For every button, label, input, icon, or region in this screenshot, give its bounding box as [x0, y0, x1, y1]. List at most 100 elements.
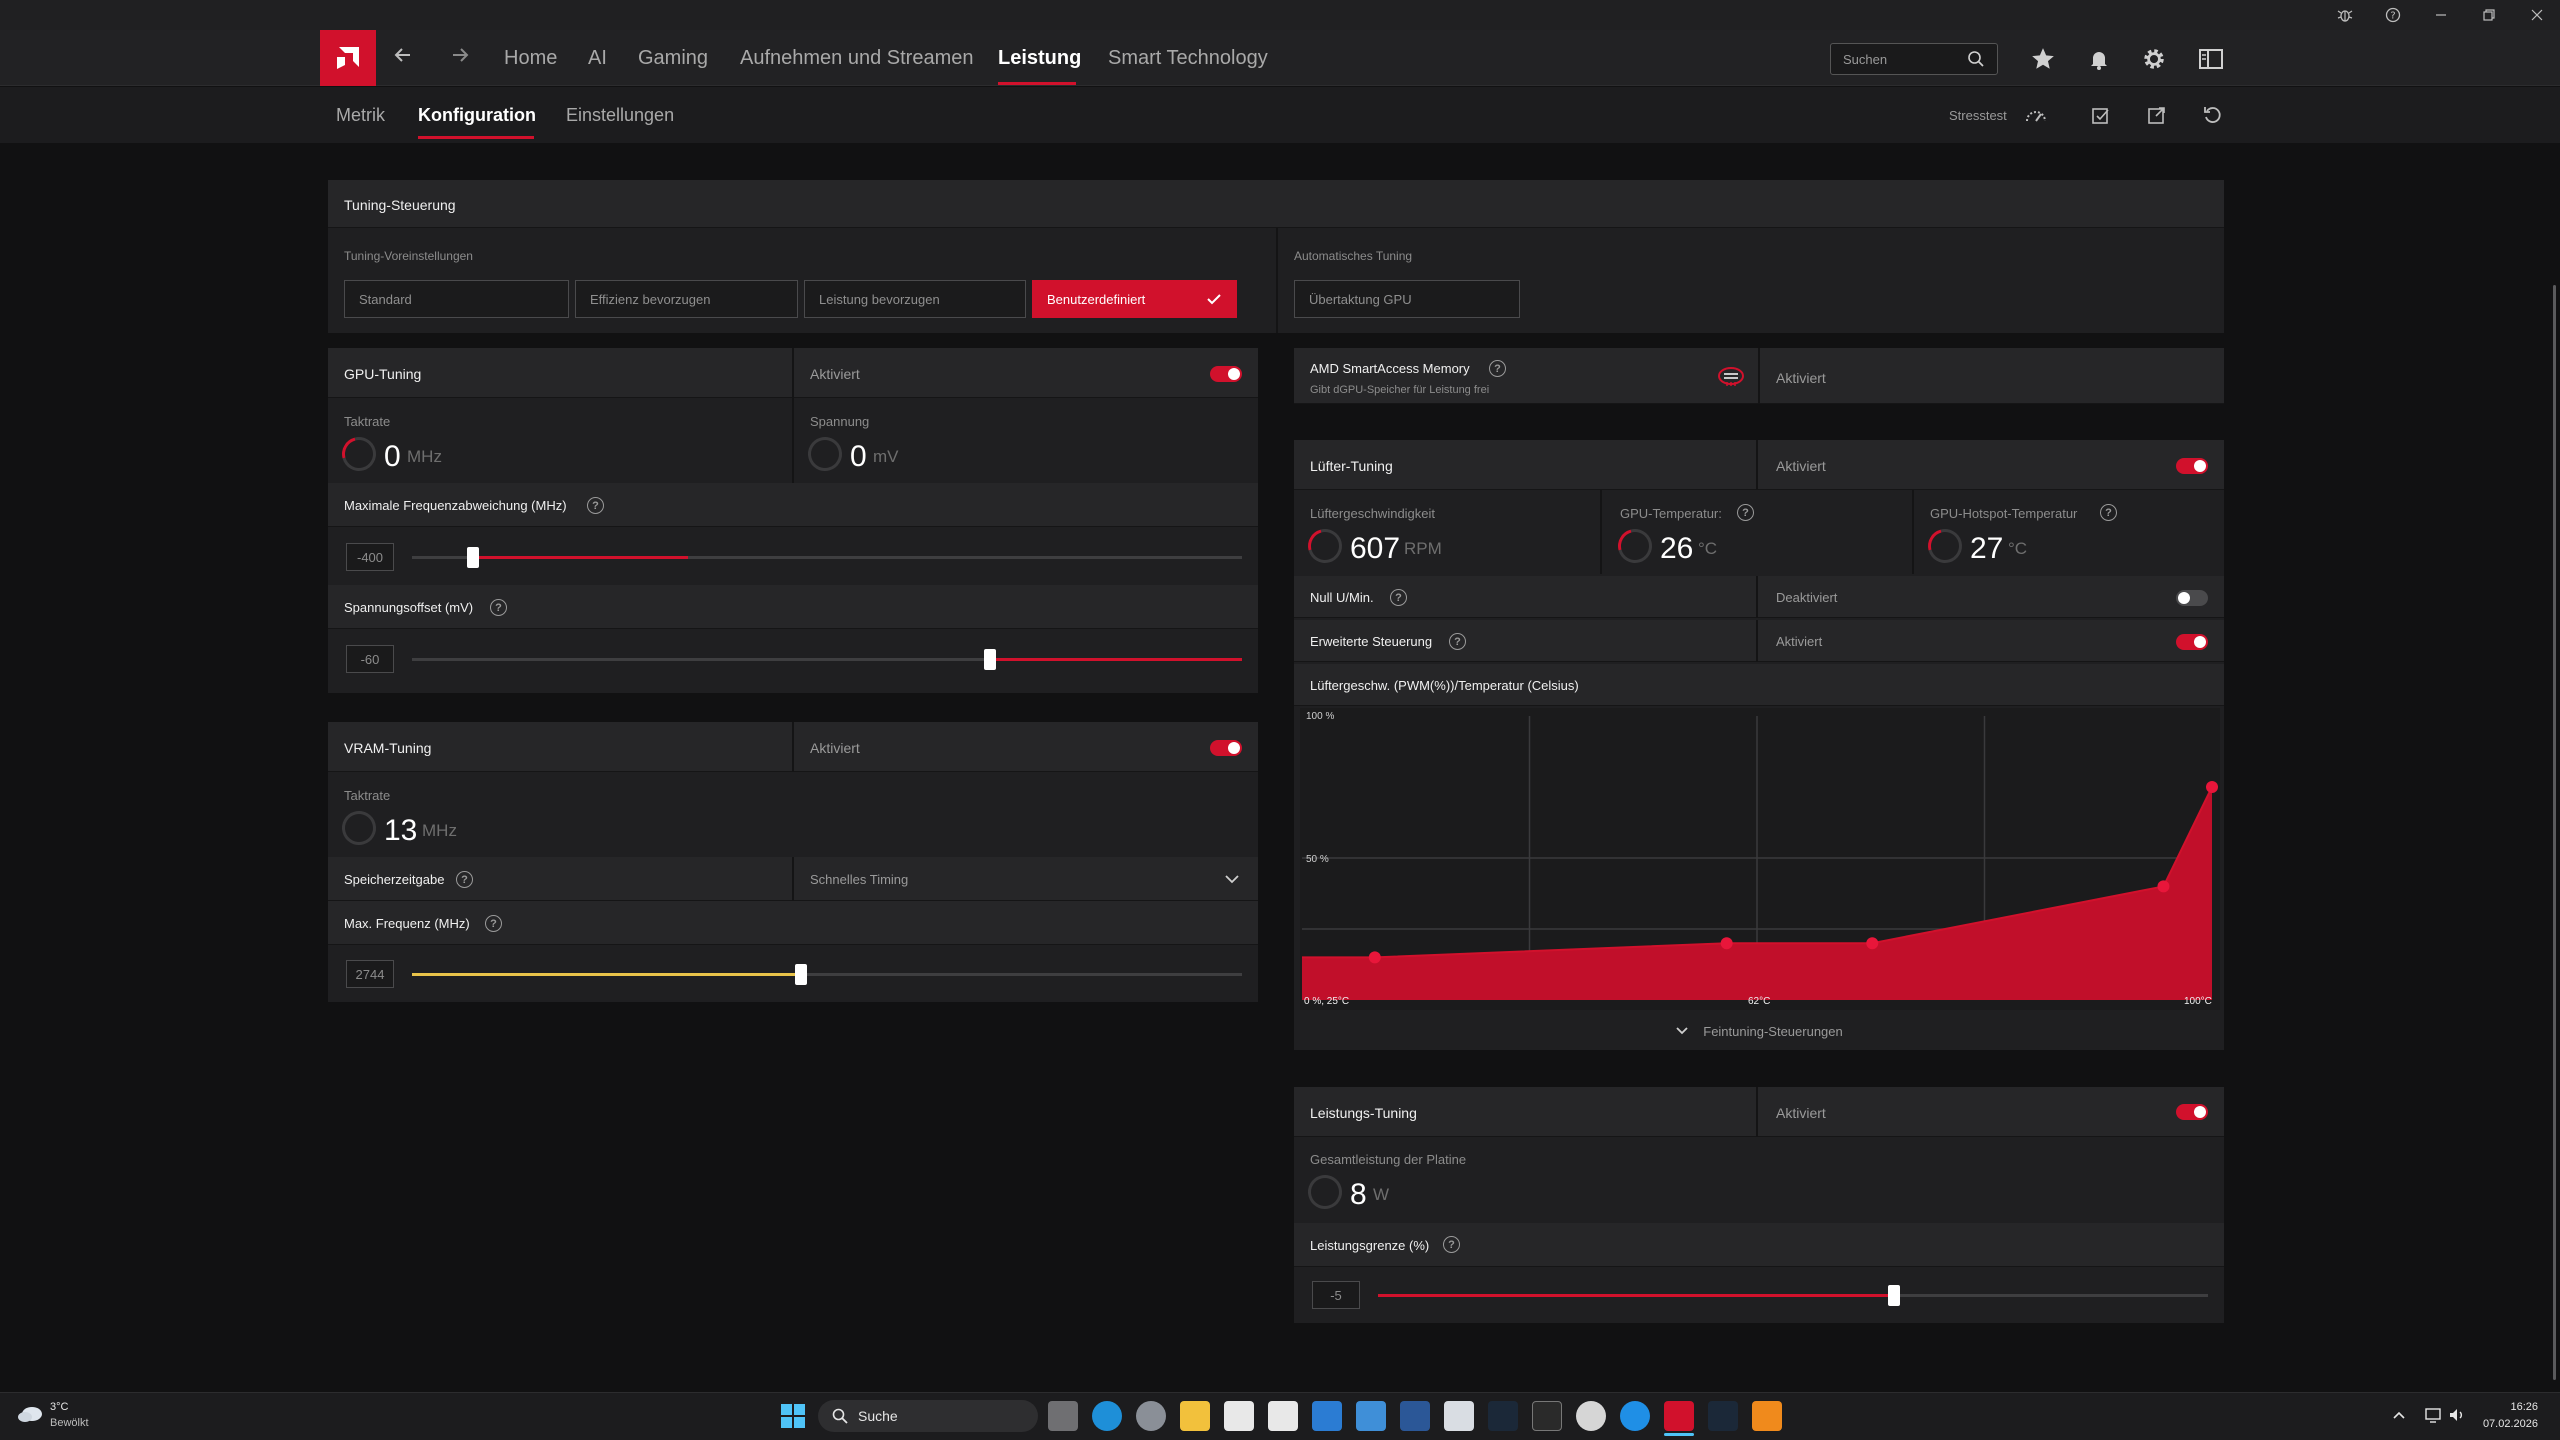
- network-icon[interactable]: [2424, 1406, 2442, 1429]
- word-icon[interactable]: [1400, 1401, 1430, 1431]
- search-input[interactable]: Suchen: [1830, 43, 1998, 75]
- page-scrollbar[interactable]: [2553, 285, 2556, 1380]
- nav-tab-performance[interactable]: Leistung: [998, 47, 1082, 69]
- max-freq-slider-thumb[interactable]: [795, 964, 807, 985]
- notifications-bell-icon[interactable]: [2082, 42, 2116, 76]
- hotspot-temp-value: 27: [1970, 532, 2004, 565]
- battlenet-icon[interactable]: [1620, 1401, 1650, 1431]
- save-profile-icon[interactable]: [2087, 102, 2115, 128]
- stresstest-label[interactable]: Stresstest: [1949, 108, 2007, 123]
- freq-offset-slider[interactable]: [412, 547, 1242, 568]
- export-profile-icon[interactable]: [2143, 102, 2171, 128]
- gpu-temp-help-icon[interactable]: ?: [1737, 504, 1754, 521]
- max-freq-help-icon[interactable]: ?: [485, 915, 502, 932]
- fan-curve-point[interactable]: [1720, 937, 1733, 950]
- task-view-icon[interactable]: [1048, 1401, 1078, 1431]
- memory-timing-help-icon[interactable]: ?: [456, 871, 473, 888]
- file-explorer-icon[interactable]: [1180, 1401, 1210, 1431]
- close-icon[interactable]: [2513, 0, 2560, 30]
- vram-tuning-toggle[interactable]: [1210, 740, 1242, 756]
- power-tuning-toggle[interactable]: [2176, 1104, 2208, 1120]
- voltage-offset-header: [328, 585, 1258, 629]
- advanced-control-toggle[interactable]: [2176, 634, 2208, 650]
- auto-overclock-gpu-button[interactable]: Übertaktung GPU: [1294, 280, 1520, 318]
- max-freq-value-input[interactable]: 2744: [346, 960, 394, 988]
- preset-standard-button[interactable]: Standard: [344, 280, 569, 318]
- taskbar-search[interactable]: Suche: [818, 1400, 1038, 1432]
- back-arrow-icon[interactable]: [387, 42, 419, 75]
- chevron-up-icon[interactable]: [2392, 1408, 2406, 1427]
- freq-offset-header: [328, 483, 1258, 527]
- settings-gear-icon[interactable]: [2137, 42, 2171, 76]
- freq-offset-slider-thumb[interactable]: [467, 547, 479, 568]
- volume-icon[interactable]: [2448, 1406, 2466, 1429]
- fan-curve-point[interactable]: [1368, 951, 1381, 964]
- gpu-tuning-toggle[interactable]: [1210, 366, 1242, 382]
- nav-tab-record-stream[interactable]: Aufnehmen und Streamen: [740, 47, 974, 69]
- sam-help-icon[interactable]: ?: [1489, 360, 1506, 377]
- subtab-metrics[interactable]: Metrik: [336, 105, 385, 125]
- preset-custom-button[interactable]: Benutzerdefiniert: [1032, 280, 1237, 318]
- advanced-control-help-icon[interactable]: ?: [1449, 633, 1466, 650]
- subtab-configuration[interactable]: Konfiguration: [418, 105, 536, 125]
- subtab-settings[interactable]: Einstellungen: [566, 105, 675, 125]
- steam-secondary-icon[interactable]: [1708, 1401, 1738, 1431]
- freq-offset-help-icon[interactable]: ?: [587, 497, 604, 514]
- stresstest-gauge-icon[interactable]: [2022, 102, 2050, 128]
- fan-curve-point[interactable]: [2206, 781, 2218, 793]
- weather-cloud-icon[interactable]: [16, 1402, 44, 1429]
- zero-rpm-toggle[interactable]: [2176, 590, 2208, 606]
- voltage-offset-slider[interactable]: [412, 649, 1242, 670]
- power-limit-slider[interactable]: [1378, 1285, 2208, 1306]
- hotspot-temp-help-icon[interactable]: ?: [2100, 504, 2117, 521]
- settings-app-icon[interactable]: [1136, 1401, 1166, 1431]
- preset-performance-button[interactable]: Leistung bevorzugen: [804, 280, 1026, 318]
- forward-arrow-icon[interactable]: [444, 42, 476, 75]
- fan-curve-point[interactable]: [1866, 937, 1879, 950]
- power-limit-value-input[interactable]: -5: [1312, 1281, 1360, 1309]
- nav-tab-home[interactable]: Home: [504, 47, 558, 69]
- fan-tuning-toggle[interactable]: [2176, 458, 2208, 474]
- app-window-icon[interactable]: [1444, 1401, 1474, 1431]
- reset-icon[interactable]: [2198, 102, 2226, 128]
- chromium-icon[interactable]: [1576, 1401, 1606, 1431]
- power-limit-slider-thumb[interactable]: [1888, 1285, 1900, 1306]
- power-limit-help-icon[interactable]: ?: [1443, 1236, 1460, 1253]
- outlook-icon[interactable]: [1312, 1401, 1342, 1431]
- fan-tuning-divider: [1756, 440, 1758, 490]
- favorites-star-icon[interactable]: [2026, 42, 2060, 76]
- zero-rpm-help-icon[interactable]: ?: [1390, 589, 1407, 606]
- sam-title: AMD SmartAccess Memory: [1310, 361, 1470, 376]
- voltage-offset-help-icon[interactable]: ?: [490, 599, 507, 616]
- fan-speed-label: Lüftergeschwindigkeit: [1310, 506, 1436, 521]
- fan-curve-chart[interactable]: 100 % 50 % 0 %, 25°C 62°C 100°C: [1300, 708, 2220, 1010]
- store-icon[interactable]: [1224, 1401, 1254, 1431]
- amd-software-icon[interactable]: [1664, 1401, 1694, 1431]
- minimize-icon[interactable]: [2417, 0, 2465, 30]
- snipping-tool-icon[interactable]: [1268, 1401, 1298, 1431]
- help-icon[interactable]: ?: [2369, 0, 2417, 30]
- voltage-offset-value-input[interactable]: -60: [346, 645, 394, 673]
- fan-curve-point[interactable]: [2157, 880, 2170, 893]
- nav-tab-gaming[interactable]: Gaming: [638, 47, 709, 69]
- voltage-offset-slider-thumb[interactable]: [984, 649, 996, 670]
- restore-icon[interactable]: [2465, 0, 2513, 30]
- sidebar-panel-icon[interactable]: [2194, 42, 2228, 76]
- epic-games-icon[interactable]: [1532, 1401, 1562, 1431]
- memory-timing-dropdown[interactable]: Schnelles Timing: [794, 857, 1258, 901]
- max-freq-slider[interactable]: [412, 964, 1242, 985]
- steam-icon[interactable]: [1488, 1401, 1518, 1431]
- edge-browser-icon[interactable]: [1092, 1401, 1122, 1431]
- bug-report-icon[interactable]: [2321, 0, 2369, 30]
- game-launcher-icon[interactable]: [1752, 1401, 1782, 1431]
- amd-logo-icon[interactable]: [320, 30, 376, 86]
- preset-efficiency-button[interactable]: Effizienz bevorzugen: [575, 280, 798, 318]
- windows-start-icon[interactable]: [780, 1403, 806, 1434]
- clock-date: 07.02.2026: [2482, 1418, 2538, 1430]
- vram-tuning-status: Aktiviert: [810, 740, 860, 756]
- nav-tab-smart-technology[interactable]: Smart Technology: [1108, 47, 1268, 69]
- mail-icon[interactable]: [1356, 1401, 1386, 1431]
- freq-offset-value-input[interactable]: -400: [346, 543, 394, 571]
- nav-tab-ai[interactable]: AI: [588, 47, 607, 69]
- fine-tuning-toggle-row[interactable]: Feintuning-Steuerungen: [1294, 1012, 2224, 1050]
